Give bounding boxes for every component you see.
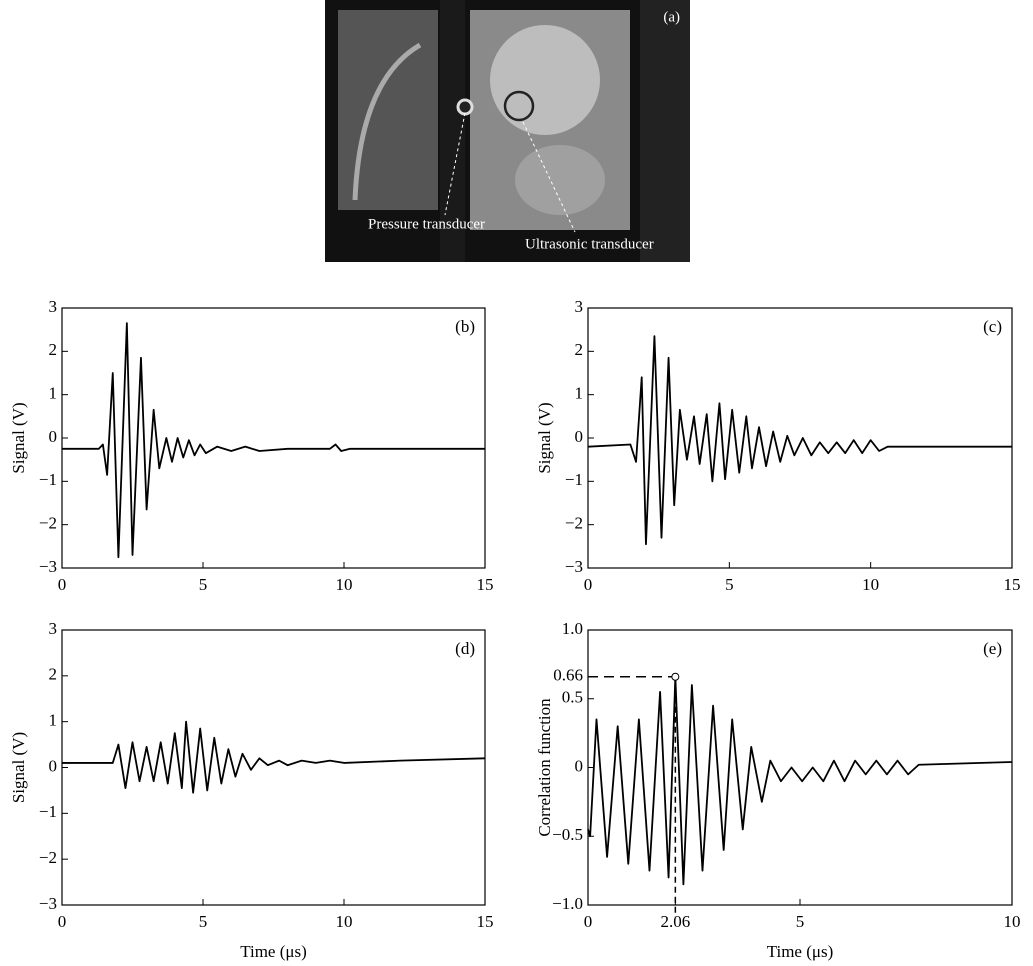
y-tick-label: −2 <box>39 848 57 867</box>
highlight-point <box>671 672 680 681</box>
x-tick-label: 10 <box>1004 912 1021 931</box>
photo-cable <box>352 42 422 201</box>
x-tick-label: 15 <box>477 912 494 931</box>
panel-label: (b) <box>455 317 475 336</box>
y-tick-label: 2 <box>49 665 58 684</box>
x-tick-label: 10 <box>336 912 353 931</box>
y-tick-label: −3 <box>565 557 583 576</box>
panel-label: (c) <box>983 317 1002 336</box>
y-tick-label: 0 <box>575 427 584 446</box>
x-axis-label: Time (μs) <box>767 942 834 961</box>
plot-frame <box>587 307 1013 569</box>
photo-bar <box>640 0 690 262</box>
x-tick-label: 15 <box>1004 575 1021 594</box>
y-tick-label: 1 <box>49 384 58 403</box>
x-tick-label: 5 <box>725 575 734 594</box>
y-tick-label: 1 <box>575 384 584 403</box>
y-tick-label: 0.5 <box>562 688 583 707</box>
x-tick-label: 10 <box>336 575 353 594</box>
panel-label: (d) <box>455 639 475 658</box>
photo-arrow <box>444 112 466 216</box>
x-tick-label: 2.06 <box>660 912 690 931</box>
y-axis-label: Signal (V) <box>9 732 28 803</box>
photo: (a) Pressure transducer Ultrasonic trans… <box>325 0 690 262</box>
y-tick-label: −3 <box>39 557 57 576</box>
y-tick-label: −1 <box>39 802 57 821</box>
signal-line <box>62 322 485 559</box>
y-tick-label: −1.0 <box>552 894 583 913</box>
x-tick-label: 0 <box>58 575 67 594</box>
x-tick-label: 5 <box>199 575 208 594</box>
y-tick-label: 3 <box>49 297 58 316</box>
photo-ultrasonic-transducer <box>503 90 535 122</box>
signal-line <box>62 720 486 794</box>
y-tick-label: 0.66 <box>553 666 583 685</box>
y-tick-label: 1 <box>49 711 58 730</box>
y-tick-label: −1 <box>39 470 57 489</box>
photo-region <box>490 25 600 135</box>
y-tick-label: −3 <box>39 894 57 913</box>
photo-annotation: Pressure transducer <box>368 216 485 232</box>
panel-label: (a) <box>663 9 680 25</box>
y-tick-label: 3 <box>575 297 584 316</box>
x-tick-label: 10 <box>862 575 879 594</box>
signal-line <box>587 335 1012 546</box>
y-tick-label: 0 <box>49 756 58 775</box>
plot-frame <box>587 629 1013 906</box>
y-tick-label: 1.0 <box>562 619 583 638</box>
y-axis-label: Correlation function <box>535 698 554 837</box>
y-tick-label: 0 <box>575 756 584 775</box>
y-tick-label: −2 <box>565 514 583 533</box>
x-tick-label: 5 <box>199 912 208 931</box>
y-tick-label: 0 <box>49 427 58 446</box>
y-tick-label: −1 <box>565 470 583 489</box>
panel-label: (e) <box>983 639 1002 658</box>
photo-pressure-transducer <box>456 98 474 116</box>
x-tick-label: 0 <box>58 912 67 931</box>
photo-arrow <box>522 121 576 233</box>
photo-region <box>515 145 605 215</box>
x-tick-label: 5 <box>796 912 805 931</box>
y-tick-label: −0.5 <box>552 825 583 844</box>
photo-region <box>338 10 438 210</box>
photo-annotation: Ultrasonic transducer <box>525 236 654 252</box>
x-axis-label: Time (μs) <box>240 942 307 961</box>
y-axis-label: Signal (V) <box>9 402 28 473</box>
plot-frame <box>61 629 486 906</box>
y-tick-label: −2 <box>39 514 57 533</box>
x-tick-label: 0 <box>584 912 593 931</box>
y-tick-label: 3 <box>49 619 58 638</box>
y-tick-label: 2 <box>49 340 58 359</box>
photo-bar <box>440 0 465 262</box>
x-tick-label: 0 <box>584 575 593 594</box>
y-axis-label: Signal (V) <box>535 402 554 473</box>
x-tick-label: 15 <box>477 575 494 594</box>
y-tick-label: 2 <box>575 340 584 359</box>
signal-line <box>587 675 1013 886</box>
